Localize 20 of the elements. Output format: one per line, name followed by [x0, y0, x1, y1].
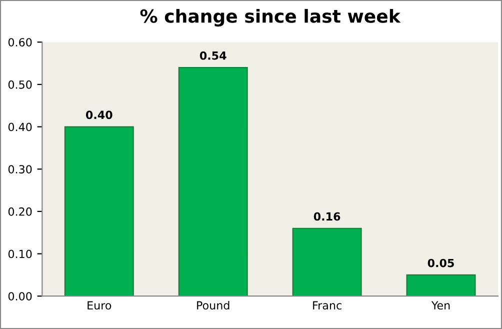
y-tick-label: 0.50	[8, 80, 32, 89]
x-tick-label: Franc	[313, 301, 342, 310]
chart-title: % change since last week	[140, 8, 401, 27]
x-tick-label: Pound	[197, 300, 230, 310]
data-label: 0.40	[86, 110, 112, 120]
y-tick-label: 0.20	[8, 207, 32, 216]
y-tick-label: 0.60	[8, 38, 32, 46]
bar	[406, 274, 476, 296]
y-tick-label: 0.30	[8, 165, 32, 174]
x-tick-label: Euro	[88, 301, 112, 310]
y-tick-label: 0.10	[8, 250, 32, 258]
data-label: 0.16	[314, 212, 340, 221]
x-tick-label: Yen	[431, 301, 450, 310]
y-tick-label: 0.40	[8, 122, 32, 132]
data-label: 0.54	[200, 51, 226, 60]
bar	[178, 66, 248, 296]
data-label: 0.05	[428, 258, 454, 268]
bar	[292, 228, 362, 296]
y-tick-label: 0.00	[8, 292, 32, 300]
bar	[64, 126, 134, 296]
